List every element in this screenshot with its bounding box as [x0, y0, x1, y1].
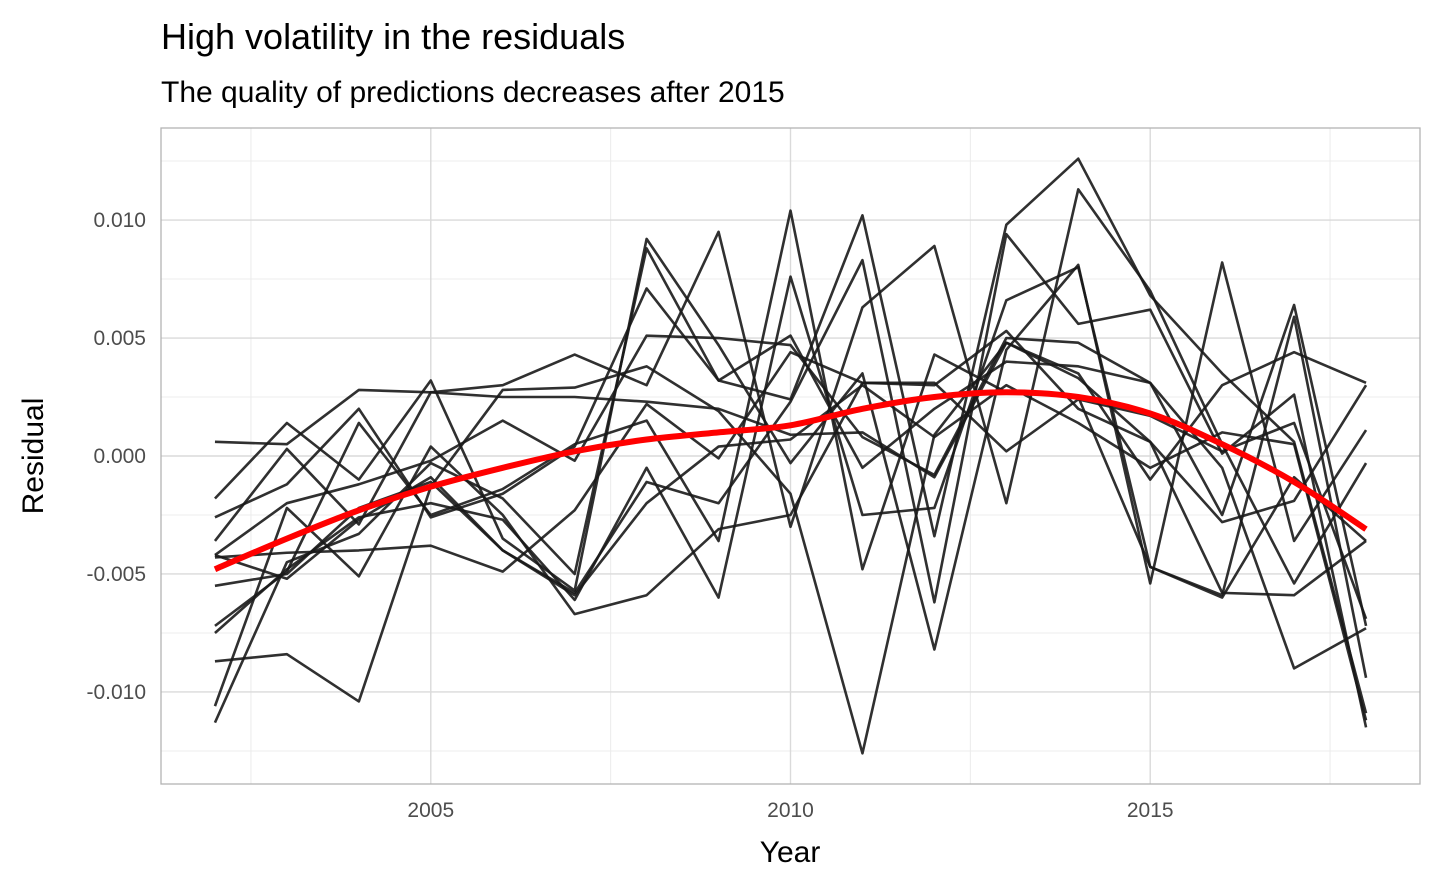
x-tick-label: 2015	[1127, 799, 1174, 822]
y-tick-label: 0.010	[93, 209, 146, 232]
x-tick-label: 2005	[407, 799, 454, 822]
y-axis-title: Residual	[17, 398, 50, 515]
x-axis-ticks: 2005 2010 2015	[407, 799, 1173, 822]
y-tick-label: 0.000	[93, 445, 146, 468]
y-tick-label: 0.005	[93, 327, 146, 350]
series-line	[214, 237, 1368, 651]
trend-line-group	[213, 389, 1368, 573]
series-line	[214, 341, 1367, 481]
series-line	[213, 381, 1368, 707]
series-line	[214, 341, 1367, 755]
grid	[161, 128, 1420, 784]
y-tick-label: -0.005	[86, 563, 146, 586]
y-tick-label: -0.010	[86, 681, 146, 704]
series-line	[214, 265, 1367, 634]
x-axis-title: Year	[760, 836, 821, 869]
series-line	[213, 188, 1368, 585]
panel-border	[160, 127, 1421, 785]
y-axis-ticks: -0.010 -0.005 0.000 0.005 0.010	[86, 209, 146, 704]
chart-title: High volatility in the residuals	[161, 16, 625, 57]
trend-line	[213, 389, 1368, 573]
series-line	[214, 329, 1368, 573]
x-tick-label: 2010	[767, 799, 814, 822]
chart-subtitle: The quality of predictions decreases aft…	[161, 76, 785, 109]
series-line	[213, 247, 1367, 724]
